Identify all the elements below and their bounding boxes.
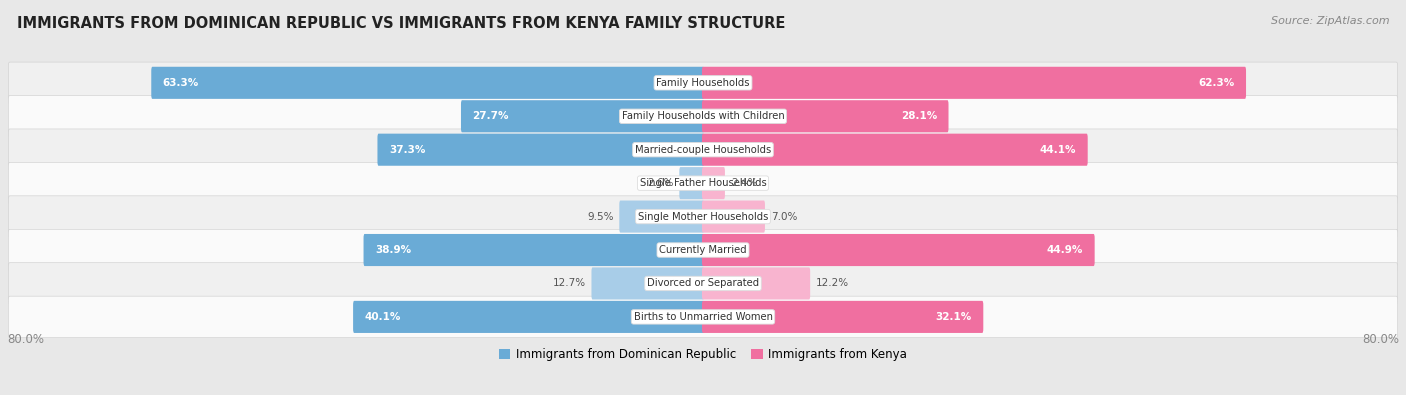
- FancyBboxPatch shape: [364, 234, 704, 266]
- Text: 80.0%: 80.0%: [7, 333, 44, 346]
- FancyBboxPatch shape: [702, 234, 1095, 266]
- FancyBboxPatch shape: [8, 162, 1398, 204]
- Text: 27.7%: 27.7%: [472, 111, 509, 121]
- Text: Family Households: Family Households: [657, 78, 749, 88]
- Text: Source: ZipAtlas.com: Source: ZipAtlas.com: [1271, 16, 1389, 26]
- FancyBboxPatch shape: [152, 67, 704, 99]
- FancyBboxPatch shape: [702, 201, 765, 233]
- FancyBboxPatch shape: [8, 296, 1398, 338]
- Text: 44.1%: 44.1%: [1039, 145, 1076, 155]
- Text: 2.4%: 2.4%: [731, 178, 758, 188]
- Text: 62.3%: 62.3%: [1198, 78, 1234, 88]
- Text: 37.3%: 37.3%: [389, 145, 426, 155]
- FancyBboxPatch shape: [8, 263, 1398, 304]
- Text: Single Mother Households: Single Mother Households: [638, 212, 768, 222]
- Text: 2.6%: 2.6%: [647, 178, 673, 188]
- FancyBboxPatch shape: [8, 96, 1398, 137]
- Text: Divorced or Separated: Divorced or Separated: [647, 278, 759, 288]
- FancyBboxPatch shape: [702, 67, 1246, 99]
- Text: 28.1%: 28.1%: [901, 111, 936, 121]
- FancyBboxPatch shape: [702, 167, 725, 199]
- FancyBboxPatch shape: [679, 167, 704, 199]
- Text: 40.1%: 40.1%: [364, 312, 401, 322]
- FancyBboxPatch shape: [377, 134, 704, 166]
- FancyBboxPatch shape: [592, 267, 704, 299]
- FancyBboxPatch shape: [8, 62, 1398, 103]
- Text: 44.9%: 44.9%: [1047, 245, 1083, 255]
- FancyBboxPatch shape: [353, 301, 704, 333]
- Text: 32.1%: 32.1%: [935, 312, 972, 322]
- Text: 7.0%: 7.0%: [770, 212, 797, 222]
- Text: Family Households with Children: Family Households with Children: [621, 111, 785, 121]
- Text: 12.2%: 12.2%: [815, 278, 849, 288]
- Text: Births to Unmarried Women: Births to Unmarried Women: [634, 312, 772, 322]
- Text: Married-couple Households: Married-couple Households: [636, 145, 770, 155]
- Text: 9.5%: 9.5%: [586, 212, 613, 222]
- FancyBboxPatch shape: [702, 267, 810, 299]
- Text: 80.0%: 80.0%: [1362, 333, 1399, 346]
- FancyBboxPatch shape: [8, 129, 1398, 170]
- Text: IMMIGRANTS FROM DOMINICAN REPUBLIC VS IMMIGRANTS FROM KENYA FAMILY STRUCTURE: IMMIGRANTS FROM DOMINICAN REPUBLIC VS IM…: [17, 16, 785, 31]
- FancyBboxPatch shape: [702, 100, 949, 132]
- Text: 12.7%: 12.7%: [553, 278, 585, 288]
- FancyBboxPatch shape: [702, 301, 983, 333]
- FancyBboxPatch shape: [461, 100, 704, 132]
- Text: 63.3%: 63.3%: [163, 78, 200, 88]
- Legend: Immigrants from Dominican Republic, Immigrants from Kenya: Immigrants from Dominican Republic, Immi…: [499, 348, 907, 361]
- FancyBboxPatch shape: [8, 229, 1398, 271]
- Text: Single Father Households: Single Father Households: [640, 178, 766, 188]
- Text: Currently Married: Currently Married: [659, 245, 747, 255]
- Text: 38.9%: 38.9%: [375, 245, 411, 255]
- FancyBboxPatch shape: [702, 134, 1088, 166]
- FancyBboxPatch shape: [8, 196, 1398, 237]
- FancyBboxPatch shape: [619, 201, 704, 233]
